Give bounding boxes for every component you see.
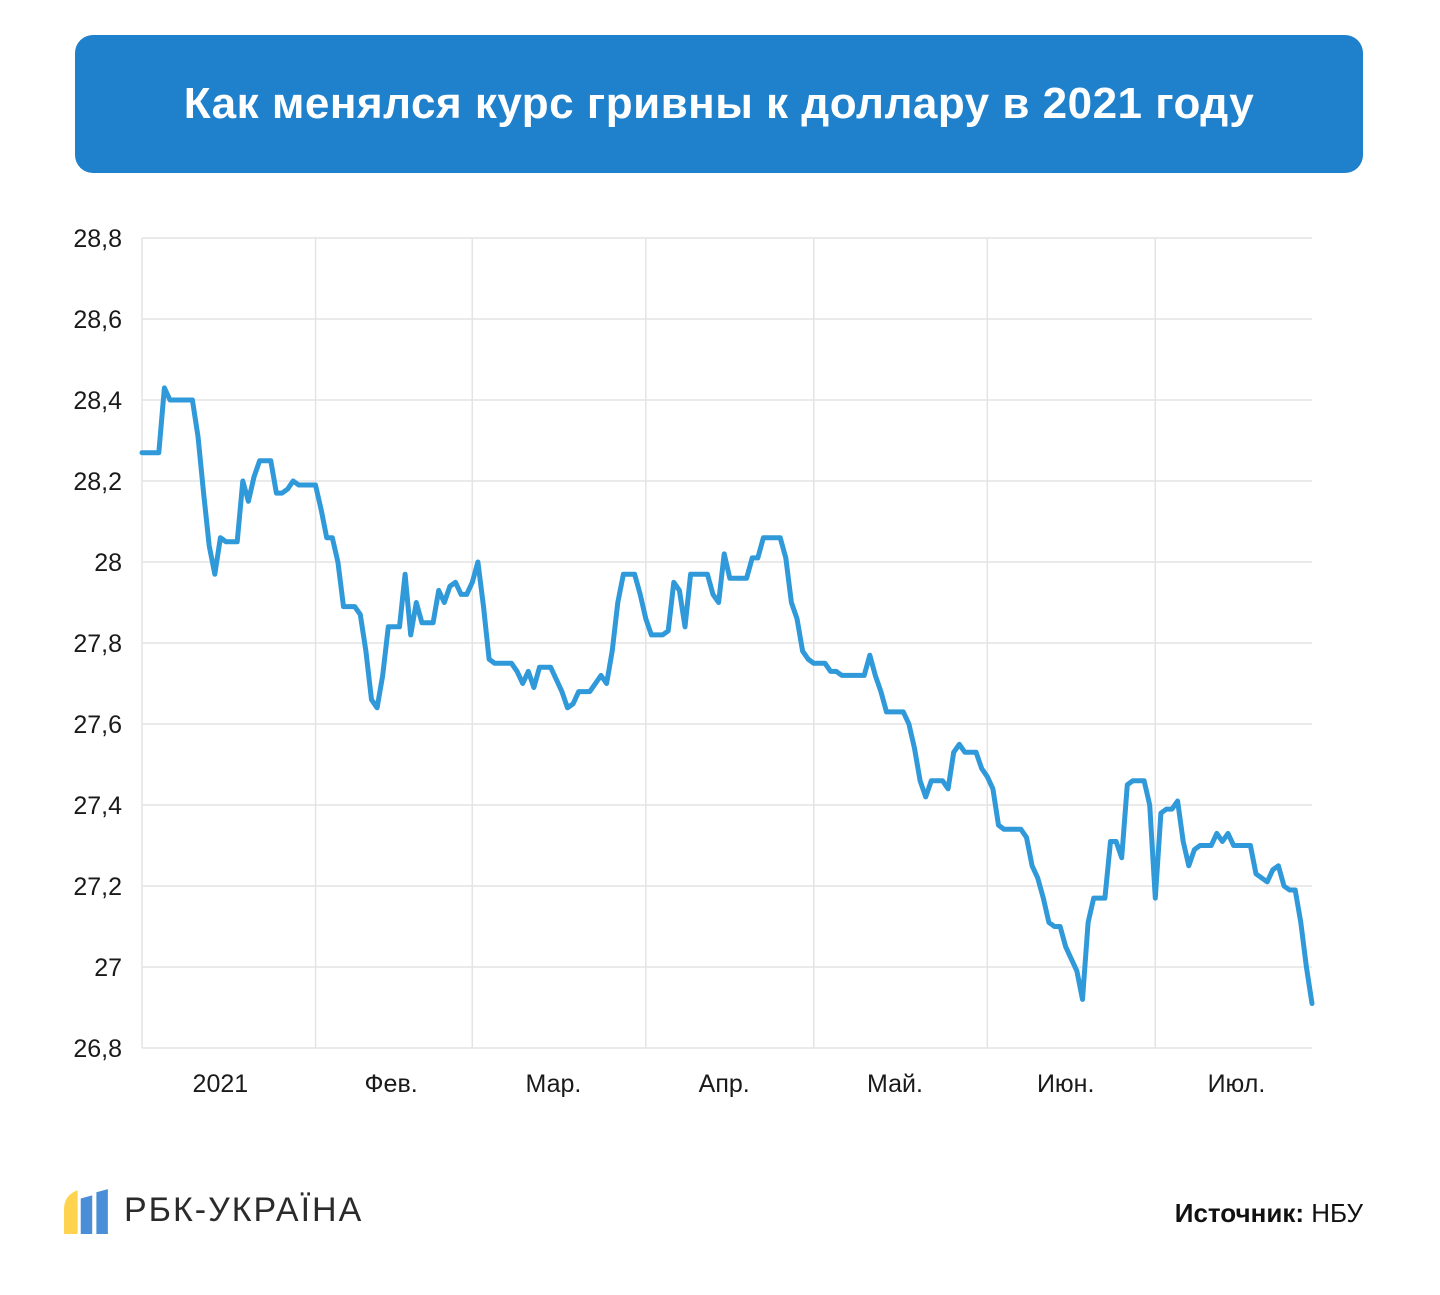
rbc-logo-icon [64,1189,108,1234]
rbc-ukraine-logo: РБК-УКРАЇНА [64,1186,363,1234]
y-tick-label: 28,8 [73,225,122,253]
y-tick-label: 26,8 [73,1035,122,1063]
x-tick-label: Июн. [1037,1070,1094,1098]
x-tick-label: Мар. [526,1070,582,1098]
y-tick-label: 28,2 [73,468,122,496]
x-tick-label: Май. [867,1070,923,1098]
x-tick-label: 2021 [193,1070,249,1098]
y-tick-label: 27 [94,954,122,982]
source-label: Источник: [1174,1198,1304,1228]
page-title: Как менялся курс гривны к доллару в 2021… [183,79,1255,128]
logo-text: РБК-УКРАЇНА [124,1190,364,1229]
x-tick-label: Июл. [1208,1070,1266,1098]
y-tick-label: 27,4 [73,792,122,820]
source-value: НБУ [1311,1198,1363,1228]
y-tick-label: 28 [94,549,122,577]
logo-bar-yellow [64,1190,78,1234]
x-tick-label: Апр. [699,1070,750,1098]
logo-bar-blue-right [96,1189,108,1234]
x-tick-label: Фев. [365,1070,418,1098]
y-tick-label: 27,8 [73,630,122,658]
title-banner: Как менялся курс гривны к доллару в 2021… [75,35,1363,173]
y-tick-label: 27,2 [73,873,122,901]
logo-bar-blue-mid [80,1195,93,1234]
y-tick-label: 27,6 [73,711,122,739]
chart-grid [141,237,1312,1049]
y-tick-label: 28,6 [73,306,122,334]
source-note: Источник: НБУ [1175,1198,1363,1229]
x-axis-labels: 2021 Фев. Мар. Апр. Май. Июн. Июл. [193,1070,1266,1098]
y-tick-label: 28,4 [73,387,122,415]
y-axis-labels: 28,8 28,6 28,4 28,2 28 27,8 27,6 27,4 27,2 27 26,8 [73,225,122,1063]
exchange-rate-line [139,385,1315,1006]
